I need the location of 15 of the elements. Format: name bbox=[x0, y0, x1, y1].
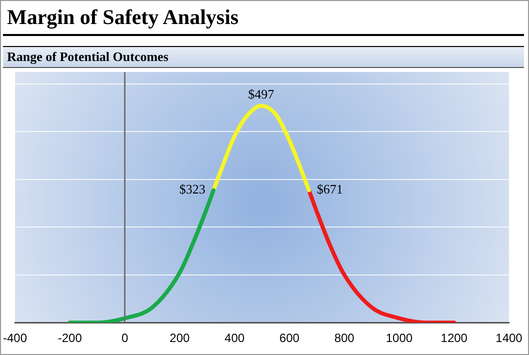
annotation: $671 bbox=[316, 182, 343, 197]
x-tick-label: 1200 bbox=[440, 331, 468, 346]
annotation: $323 bbox=[179, 182, 206, 197]
x-tick-label: -400 bbox=[2, 331, 28, 346]
x-tick-label: 1000 bbox=[386, 331, 413, 346]
x-tick-label: -200 bbox=[58, 331, 82, 346]
x-tick-label: 400 bbox=[224, 331, 245, 346]
x-tick-label: 800 bbox=[334, 331, 355, 346]
chart-title: Margin of Safety Analysis bbox=[7, 5, 239, 30]
x-tick-label: 0 bbox=[121, 331, 128, 346]
x-tick-label: 200 bbox=[170, 331, 190, 346]
x-tick-label: 1400 bbox=[496, 331, 523, 346]
annotation: $497 bbox=[248, 86, 275, 102]
x-tick-label: 600 bbox=[279, 331, 300, 346]
chart-subtitle: Range of Potential Outcomes bbox=[3, 46, 524, 68]
